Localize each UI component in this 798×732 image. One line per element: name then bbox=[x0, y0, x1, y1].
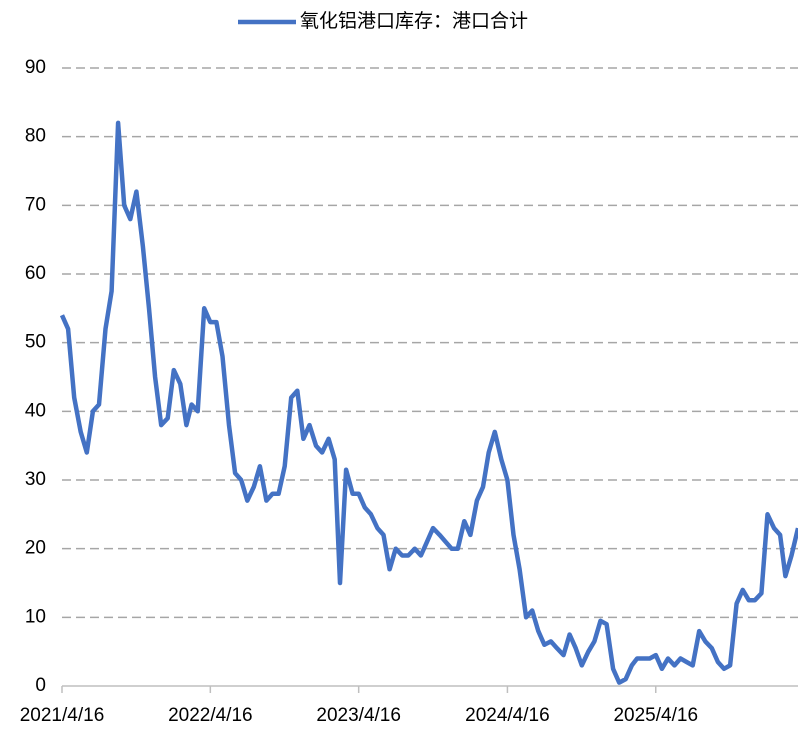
x-tick-label: 2022/4/16 bbox=[168, 705, 253, 726]
y-tick-label: 90 bbox=[25, 57, 46, 78]
y-tick-label: 60 bbox=[25, 263, 46, 284]
y-tick-label: 40 bbox=[25, 400, 46, 421]
x-tick-label: 2023/4/16 bbox=[316, 705, 401, 726]
x-tick-label: 2021/4/16 bbox=[20, 705, 105, 726]
y-tick-label: 10 bbox=[25, 606, 46, 627]
data-line bbox=[59, 120, 798, 685]
legend-label: 氧化铝港口库存：港口合计 bbox=[300, 10, 528, 32]
y-tick-label: 0 bbox=[35, 675, 46, 696]
y-tick-label: 30 bbox=[25, 469, 46, 490]
x-tick-label: 2024/4/16 bbox=[465, 705, 550, 726]
x-tick-label: 2025/4/16 bbox=[613, 705, 698, 726]
y-tick-label: 80 bbox=[25, 126, 46, 147]
y-tick-label: 50 bbox=[25, 332, 46, 353]
y-tick-label: 70 bbox=[25, 194, 46, 215]
y-tick-label: 20 bbox=[25, 538, 46, 559]
